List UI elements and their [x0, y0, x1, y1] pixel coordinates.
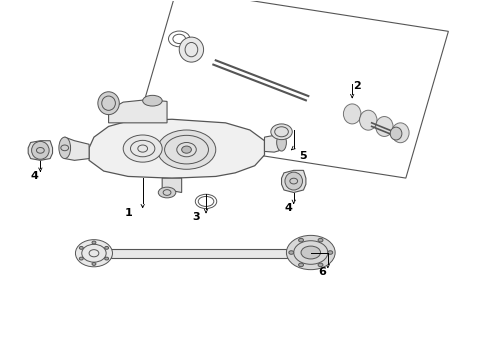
Ellipse shape	[287, 235, 335, 270]
Circle shape	[328, 251, 333, 254]
Polygon shape	[162, 178, 182, 193]
Ellipse shape	[360, 110, 377, 130]
Circle shape	[318, 263, 323, 267]
Text: 4: 4	[285, 203, 293, 213]
Ellipse shape	[157, 130, 216, 169]
Text: 4: 4	[30, 171, 38, 181]
Ellipse shape	[123, 135, 162, 162]
Text: 2: 2	[353, 81, 361, 91]
Ellipse shape	[158, 187, 176, 198]
Ellipse shape	[271, 124, 292, 140]
Ellipse shape	[285, 172, 302, 190]
Ellipse shape	[343, 104, 361, 124]
Polygon shape	[134, 0, 448, 178]
Polygon shape	[109, 100, 167, 123]
Circle shape	[92, 262, 96, 265]
Ellipse shape	[59, 137, 71, 158]
Ellipse shape	[277, 134, 287, 151]
Circle shape	[289, 251, 294, 254]
Circle shape	[79, 247, 83, 249]
Ellipse shape	[376, 117, 393, 136]
Ellipse shape	[392, 123, 409, 143]
Circle shape	[92, 241, 96, 244]
Polygon shape	[89, 119, 265, 178]
Circle shape	[105, 257, 109, 260]
Text: 6: 6	[318, 267, 326, 277]
Ellipse shape	[301, 246, 320, 259]
Ellipse shape	[98, 92, 119, 114]
Circle shape	[298, 238, 303, 242]
Text: 1: 1	[124, 208, 132, 218]
Circle shape	[105, 247, 109, 249]
Circle shape	[79, 257, 83, 260]
Polygon shape	[282, 170, 306, 193]
Circle shape	[182, 146, 192, 153]
Text: 3: 3	[193, 212, 200, 222]
Circle shape	[318, 238, 323, 242]
Bar	[111, 249, 296, 258]
Ellipse shape	[390, 127, 402, 140]
Text: 5: 5	[300, 151, 307, 161]
Ellipse shape	[179, 37, 203, 62]
Circle shape	[298, 263, 303, 267]
Ellipse shape	[143, 95, 162, 106]
Polygon shape	[265, 134, 279, 152]
Ellipse shape	[75, 240, 113, 267]
Polygon shape	[28, 141, 52, 160]
Polygon shape	[65, 137, 89, 160]
Ellipse shape	[31, 141, 49, 159]
